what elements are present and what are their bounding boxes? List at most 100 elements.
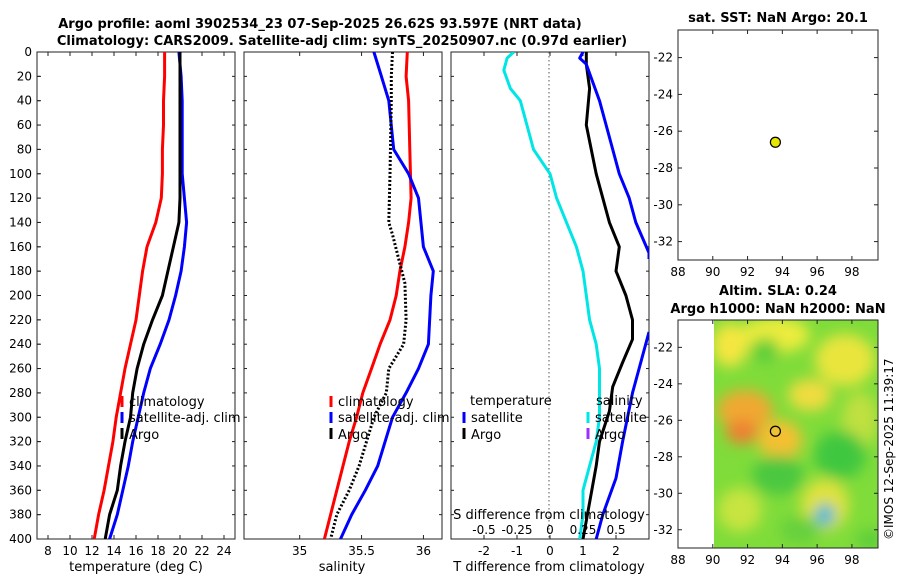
temperature-panel: 0 20 40 60 80 100 120 140 160 180 200 220 240 260 280 3… xyxy=(9,45,241,575)
map3-argo-marker-0 xyxy=(769,136,781,148)
legend-label-temp-argo: Argo xyxy=(471,428,501,443)
map3-ytick-label--30: -30 xyxy=(653,198,673,212)
salinity-diff-tick-labels: -0.5 -0.25 0 0.25 0.5 xyxy=(472,523,625,537)
depth-tick-label-20: 20 xyxy=(17,69,32,83)
temperature-xtick-label-1: 10 xyxy=(62,544,77,558)
difference-top-xlabel: S difference from climatology xyxy=(453,508,645,523)
salinity-xlabel: salinity xyxy=(319,560,366,575)
depth-tick-label-100: 100 xyxy=(9,167,32,181)
legend-header-temperature: temperature xyxy=(470,394,552,409)
map3-xtick-label-98: 98 xyxy=(844,265,859,279)
sla-map-title-line2: Argo h1000: NaN h2000: NaN xyxy=(670,302,885,317)
temperature-xtick-label-6: 20 xyxy=(172,544,187,558)
salinity-x-ticks: 35 35.5 36 xyxy=(244,51,442,558)
temperature-xtick-label-0: 8 xyxy=(44,544,52,558)
imos-timestamp: ©IMOS 12-Sep-2025 11:39:17 xyxy=(882,358,896,540)
legend-label-sal-argo: Argo xyxy=(595,428,625,443)
depth-tick-label-80: 80 xyxy=(17,142,32,156)
difference-x-ticks: -2 -1 0 1 2 xyxy=(451,51,649,558)
depth-tick-label-160: 160 xyxy=(9,240,32,254)
differences-xtick-label-3: 1 xyxy=(579,544,587,558)
sst-map-title: sat. SST: NaN Argo: 20.1 xyxy=(688,11,868,26)
depth-tick-label-300: 300 xyxy=(9,410,32,424)
legend-label-argo-s: Argo xyxy=(338,428,368,443)
temperature-series-satellite-adj-clim xyxy=(108,52,189,539)
depth-tick-label-260: 260 xyxy=(9,362,32,376)
difference-xlabel: T difference from climatology xyxy=(452,560,645,575)
temperature-legend: climatology satellite-adj. clim Argo xyxy=(120,395,241,443)
differences-series-salinity-satellite xyxy=(578,52,649,259)
salinity-xtick-label-0: 35 xyxy=(292,544,307,558)
temperature-series-climatology xyxy=(92,52,167,539)
header-title-line1: Argo profile: aoml 3902534_23 07-Sep-202… xyxy=(58,17,582,32)
map4-ytick-label--26: -26 xyxy=(653,413,673,427)
map4-xtick-label-96: 96 xyxy=(809,553,824,567)
map3-ytick-label--28: -28 xyxy=(653,161,673,175)
depth-tick-label-400: 400 xyxy=(9,532,32,546)
depth-tick-label-40: 40 xyxy=(17,94,32,108)
legend-label-climatology: climatology xyxy=(129,395,205,410)
temperature-xtick-label-8: 24 xyxy=(216,544,231,558)
differences-series-temperature-argo xyxy=(502,52,601,539)
temperature-lines xyxy=(92,52,189,539)
map3-xtick-label-94: 94 xyxy=(775,265,790,279)
legend-label-argo: Argo xyxy=(129,428,159,443)
difference-legend: temperature salinity satellite Argo sate… xyxy=(462,394,647,443)
map4-ytick-label--32: -32 xyxy=(653,523,673,537)
depth-tick-label-180: 180 xyxy=(9,264,32,278)
temperature-axes-box xyxy=(36,51,236,540)
header-title-line2: Climatology: CARS2009. Satellite-adj cli… xyxy=(57,34,627,49)
depth-tick-label-220: 220 xyxy=(9,313,32,327)
salinity-diff-tick-label-1: -0.25 xyxy=(501,523,532,537)
differences-series-salinity-satellite-segment2 xyxy=(594,331,649,539)
salinity-diff-tick-label-3: 0.25 xyxy=(570,523,597,537)
map3-ytick-label--32: -32 xyxy=(653,235,673,249)
temperature-x-ticks: 8 10 12 14 16 18 20 22 24 xyxy=(37,51,235,558)
salinity-diff-tick-label-4: 0.5 xyxy=(606,523,625,537)
map4-xtick-label-88: 88 xyxy=(670,553,685,567)
sst-map-panel: sat. SST: NaN Argo: 20.1 88 90 92 94 96 98 -22… xyxy=(653,11,879,279)
map3-xtick-label-92: 92 xyxy=(740,265,755,279)
sla-map-box xyxy=(677,319,879,549)
depth-tick-label-200: 200 xyxy=(9,289,32,303)
sla-map-panel: Altim. SLA: 0.24 Argo h1000: NaN h2000: … xyxy=(653,284,885,567)
difference-panel: -2 -1 0 1 2 temperature salinity satellite A… xyxy=(450,51,650,575)
map3-ytick-label--24: -24 xyxy=(653,87,673,101)
map3-xtick-label-96: 96 xyxy=(809,265,824,279)
differences-xtick-label-4: 2 xyxy=(612,544,620,558)
salinity-legend: climatology satellite-adj. clim Argo xyxy=(329,395,450,443)
salinity-series-climatology xyxy=(322,52,413,539)
depth-tick-label-120: 120 xyxy=(9,191,32,205)
depth-tick-label-240: 240 xyxy=(9,337,32,351)
map3-xtick-label-90: 90 xyxy=(705,265,720,279)
depth-tick-label-140: 140 xyxy=(9,215,32,229)
difference-lines xyxy=(502,52,649,539)
map4-xtick-label-92: 92 xyxy=(740,553,755,567)
map4-xtick-label-94: 94 xyxy=(775,553,790,567)
legend-label-sal-satellite: satellite xyxy=(595,411,647,426)
temperature-xtick-label-2: 12 xyxy=(84,544,99,558)
temperature-xtick-label-7: 22 xyxy=(194,544,209,558)
depth-tick-label-280: 280 xyxy=(9,386,32,400)
sla-heatmap xyxy=(714,320,878,548)
legend-label-satellite-s: satellite-adj. clim xyxy=(338,411,450,426)
salinity-panel: 35 35.5 36 climatology satellite-adj. clim… xyxy=(243,51,450,575)
temperature-xlabel: temperature (deg C) xyxy=(69,560,203,575)
differences-xtick-label-1: -1 xyxy=(511,544,523,558)
legend-header-salinity: salinity xyxy=(596,394,643,409)
differences-xtick-label-2: 0 xyxy=(546,544,554,558)
depth-tick-label-360: 360 xyxy=(9,483,32,497)
depth-tick-label-340: 340 xyxy=(9,459,32,473)
temperature-series-argo xyxy=(103,52,182,539)
differences-xtick-label-0: -2 xyxy=(478,544,490,558)
salinity-series-argo xyxy=(329,52,408,539)
depth-tick-label-0: 0 xyxy=(24,45,32,59)
sla-map-ticks: 88 90 92 94 96 98 -22 -24 -26 -28 -30 -32 xyxy=(653,320,878,567)
temperature-xtick-label-5: 18 xyxy=(150,544,165,558)
depth-tick-label-380: 380 xyxy=(9,508,32,522)
depth-tick-labels: 0 20 40 60 80 100 120 140 160 180 200 220 240 260 280 3… xyxy=(9,45,41,546)
legend-label-temp-satellite: satellite xyxy=(471,411,523,426)
legend-label-satellite: satellite-adj. clim xyxy=(129,411,241,426)
map4-ytick-label--28: -28 xyxy=(653,450,673,464)
map4-argo-marker-0 xyxy=(769,425,781,437)
